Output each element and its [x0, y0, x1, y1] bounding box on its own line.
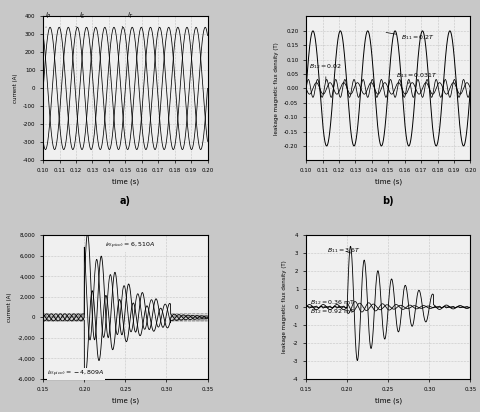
Y-axis label: current (A): current (A) [7, 293, 12, 322]
Text: $B_{11}=0.2 T$: $B_{11}=0.2 T$ [386, 33, 435, 42]
Y-axis label: leakage magnetic flux density (T): leakage magnetic flux density (T) [282, 261, 288, 353]
Text: b): b) [383, 196, 394, 206]
X-axis label: time (s): time (s) [112, 397, 139, 404]
Text: $i_T$: $i_T$ [122, 11, 134, 27]
Text: $i_S$: $i_S$ [76, 11, 86, 27]
Text: $B_{12}=0.92$ mT: $B_{12}=0.92$ mT [310, 307, 356, 316]
X-axis label: time (s): time (s) [375, 178, 402, 185]
Text: a): a) [120, 196, 131, 206]
Text: $B_{12}=0.36$ mT: $B_{12}=0.36$ mT [310, 298, 356, 307]
Y-axis label: current (A): current (A) [12, 74, 17, 103]
Text: $B_{11}=3.6 T$: $B_{11}=3.6 T$ [326, 246, 360, 255]
X-axis label: time (s): time (s) [375, 397, 402, 404]
Text: $i_P$: $i_P$ [45, 11, 52, 27]
Text: $B_{12}=0.02$: $B_{12}=0.02$ [310, 62, 342, 82]
X-axis label: time (s): time (s) [112, 178, 139, 185]
Text: $i_{R(pico)} = 6,510 A$: $i_{R(pico)} = 6,510 A$ [105, 241, 155, 251]
Text: $B_{13}=0.031 T$: $B_{13}=0.031 T$ [396, 71, 438, 84]
Y-axis label: leakage magnetic flux density (T): leakage magnetic flux density (T) [274, 42, 279, 135]
Text: $i_{S(pico)} = -4,809A$: $i_{S(pico)} = -4,809A$ [48, 369, 105, 379]
